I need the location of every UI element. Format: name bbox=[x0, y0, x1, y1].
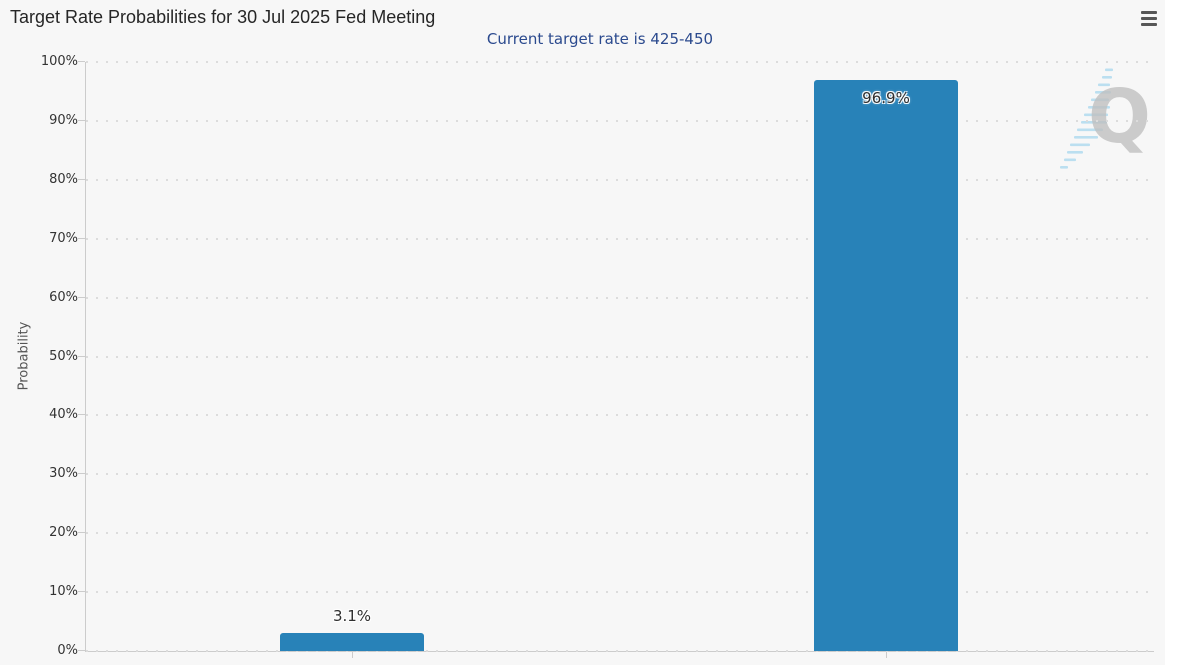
y-tick-label: 10% bbox=[49, 584, 78, 600]
gridline bbox=[86, 650, 1154, 652]
gridline bbox=[86, 414, 1154, 417]
y-tick-mark bbox=[78, 591, 85, 593]
y-tick-mark bbox=[78, 61, 85, 62]
y-tick-mark bbox=[78, 296, 85, 298]
chart-context-menu-button[interactable] bbox=[1139, 8, 1161, 28]
gridline bbox=[86, 119, 1154, 122]
plot-area bbox=[85, 61, 1154, 652]
y-tick-label: 90% bbox=[49, 112, 78, 128]
gridline bbox=[86, 591, 1154, 594]
gridline bbox=[86, 296, 1154, 299]
y-tick-label: 40% bbox=[49, 407, 78, 423]
fedwatch-chart: Target Rate Probabilities for 30 Jul 202… bbox=[10, 7, 1161, 658]
y-tick-label: 0% bbox=[57, 643, 78, 658]
probability-bar[interactable] bbox=[280, 633, 424, 651]
gridline bbox=[86, 237, 1154, 240]
y-tick-label: 30% bbox=[49, 466, 78, 482]
bar-data-label: 3.1% bbox=[332, 607, 372, 625]
y-tick-mark bbox=[78, 473, 85, 475]
bar-data-label: 96.9% bbox=[862, 89, 910, 107]
y-tick-label: 50% bbox=[49, 348, 78, 364]
y-tick-mark bbox=[78, 178, 85, 180]
y-tick-mark bbox=[78, 355, 85, 357]
hamburger-icon bbox=[1141, 22, 1157, 26]
gridline bbox=[86, 473, 1154, 476]
hamburger-icon bbox=[1141, 10, 1157, 14]
y-tick-label: 80% bbox=[49, 171, 78, 187]
chart-title: Target Rate Probabilities for 30 Jul 202… bbox=[10, 7, 436, 27]
x-tick-mark bbox=[352, 652, 353, 658]
hamburger-icon bbox=[1141, 16, 1157, 20]
chart-subtitle: Current target rate is 425-450 bbox=[486, 30, 714, 48]
y-tick-label: 60% bbox=[49, 289, 78, 305]
y-tick-mark bbox=[78, 237, 85, 239]
gridline bbox=[86, 178, 1154, 181]
probability-bar[interactable] bbox=[814, 80, 958, 651]
gridline bbox=[86, 532, 1154, 535]
y-tick-mark bbox=[78, 650, 85, 651]
y-tick-mark bbox=[78, 119, 85, 121]
y-tick-mark bbox=[78, 414, 85, 416]
gridline bbox=[86, 61, 1154, 63]
x-tick-mark bbox=[886, 652, 887, 658]
y-tick-label: 70% bbox=[49, 230, 78, 246]
y-tick-mark bbox=[78, 532, 85, 534]
y-tick-label: 20% bbox=[49, 525, 78, 541]
gridline bbox=[86, 355, 1154, 358]
y-tick-label: 100% bbox=[40, 54, 78, 69]
